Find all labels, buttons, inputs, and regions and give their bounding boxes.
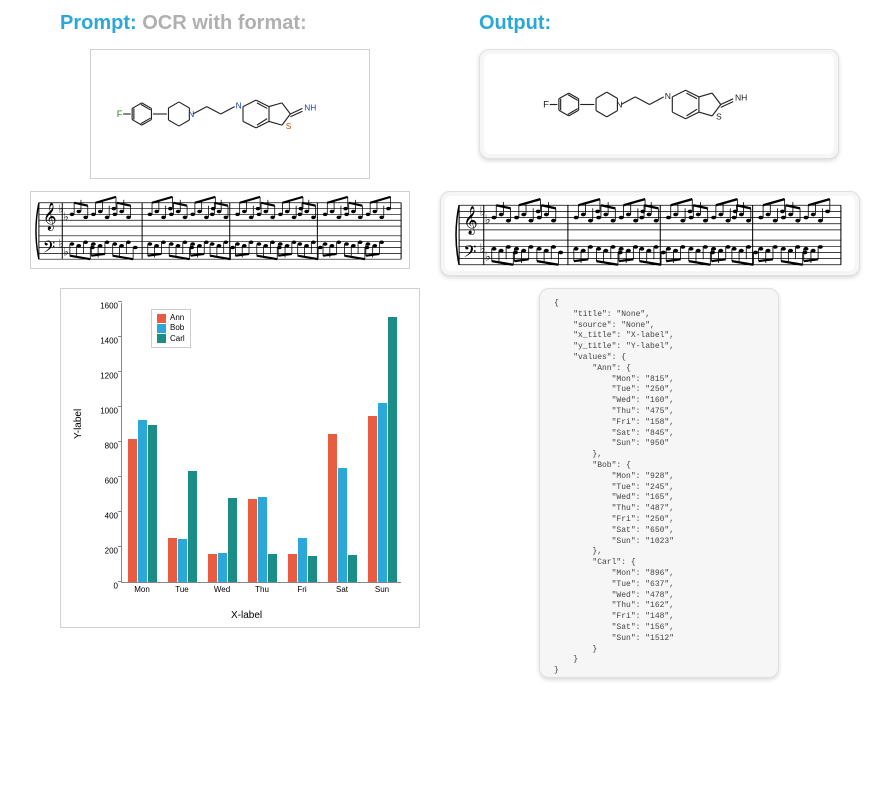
chart-xlabel: X-label: [231, 610, 262, 621]
chart-bar: [148, 425, 157, 582]
svg-text:NH: NH: [735, 92, 747, 102]
chart-bar: [168, 538, 177, 582]
chart-bar: [378, 403, 387, 582]
row-music: 𝄞𝄢♭♭♭♭ 𝄞𝄢♭♭♭♭: [0, 185, 888, 282]
chart-bar: [368, 416, 377, 582]
svg-text:S: S: [286, 121, 292, 131]
chart-ytick: 1400: [100, 337, 122, 346]
molecule-diagram-output: FNNSNH: [494, 57, 824, 152]
chart-xtick: Tue: [175, 582, 189, 594]
chart-ytick: 1200: [100, 372, 122, 381]
chart-bar: [348, 555, 357, 582]
chart-bar: [338, 468, 347, 582]
chart-ytick: 600: [105, 477, 122, 486]
svg-text:𝄢: 𝄢: [43, 238, 56, 260]
chart-xtick: Mon: [134, 582, 150, 594]
svg-text:♭: ♭: [485, 249, 491, 263]
svg-text:𝄢: 𝄢: [463, 242, 476, 265]
chart-bar-group: [248, 497, 282, 582]
chart-bar-group: [168, 471, 202, 582]
svg-text:S: S: [716, 111, 722, 121]
chart-ylabel: Y-label: [73, 409, 84, 439]
header: Prompt: OCR with format: Output:: [0, 0, 888, 43]
chart-bar-group: [328, 434, 362, 582]
chart-bar: [188, 471, 197, 582]
svg-text:♭: ♭: [485, 212, 491, 226]
music-notation-output: 𝄞𝄢♭♭♭♭: [445, 195, 855, 273]
chart-bar-group: [288, 538, 322, 582]
svg-text:N: N: [236, 100, 242, 110]
chart-bar: [138, 420, 147, 582]
chart-bar: [248, 499, 257, 582]
chart-input-box: AnnBobCarl Y-label X-label 0200400600800…: [60, 288, 420, 628]
music-input-box: 𝄞𝄢♭♭♭♭: [30, 191, 410, 269]
chart-bar-group: [368, 317, 402, 582]
svg-text:N: N: [665, 90, 671, 100]
chart-bar-group: [128, 420, 162, 582]
chart-bar: [298, 538, 307, 582]
chart-ytick: 800: [105, 442, 122, 451]
svg-text:F: F: [117, 109, 123, 119]
svg-text:𝄞: 𝄞: [43, 203, 57, 231]
svg-text:♭: ♭: [63, 210, 69, 223]
chart-xtick: Thu: [255, 582, 269, 594]
chart-bar: [218, 553, 227, 582]
chart-bar: [388, 317, 397, 582]
chart-ytick: 1600: [100, 302, 122, 311]
chart-ytick: 200: [105, 547, 122, 556]
svg-text:NH: NH: [304, 102, 316, 112]
row-molecule: FNNSNH FNNSNH: [0, 43, 888, 185]
music-output-card: 𝄞𝄢♭♭♭♭: [440, 191, 860, 276]
molecule-diagram-input: FNNSNH: [100, 64, 360, 164]
molecule-input-box: FNNSNH: [90, 49, 370, 179]
chart-bar-group: [208, 498, 242, 582]
chart-xtick: Sun: [375, 582, 389, 594]
chart-xtick: Sat: [336, 582, 348, 594]
chart-bar: [308, 556, 317, 582]
row-chart: AnnBobCarl Y-label X-label 0200400600800…: [0, 282, 888, 684]
chart-ytick: 0: [114, 582, 122, 591]
music-notation-input: 𝄞𝄢♭♭♭♭: [32, 193, 408, 267]
molecule-output-card: FNNSNH: [479, 49, 839, 159]
prompt-header: Prompt: OCR with format:: [60, 12, 409, 35]
json-output-card: { "title": "None", "source": "None", "x_…: [539, 288, 779, 678]
chart-bar: [258, 497, 267, 582]
prompt-text: OCR with format:: [142, 12, 306, 34]
chart-bar: [268, 554, 277, 582]
prompt-label: Prompt:: [60, 12, 137, 34]
svg-text:𝄞: 𝄞: [463, 205, 478, 234]
output-label: Output:: [409, 12, 828, 35]
chart-xtick: Wed: [214, 582, 230, 594]
svg-text:F: F: [543, 99, 549, 110]
chart-bar: [328, 434, 337, 582]
svg-text:♭: ♭: [63, 245, 69, 258]
chart-bar: [178, 539, 187, 582]
chart-ytick: 1000: [100, 407, 122, 416]
chart-ytick: 400: [105, 512, 122, 521]
chart-bar: [288, 554, 297, 582]
chart-bar: [208, 554, 217, 582]
chart-bar: [228, 498, 237, 582]
chart-xtick: Fri: [297, 582, 306, 594]
chart-plot-area: 02004006008001000120014001600MonTueWedTh…: [121, 303, 401, 583]
chart-bar: [128, 439, 137, 582]
